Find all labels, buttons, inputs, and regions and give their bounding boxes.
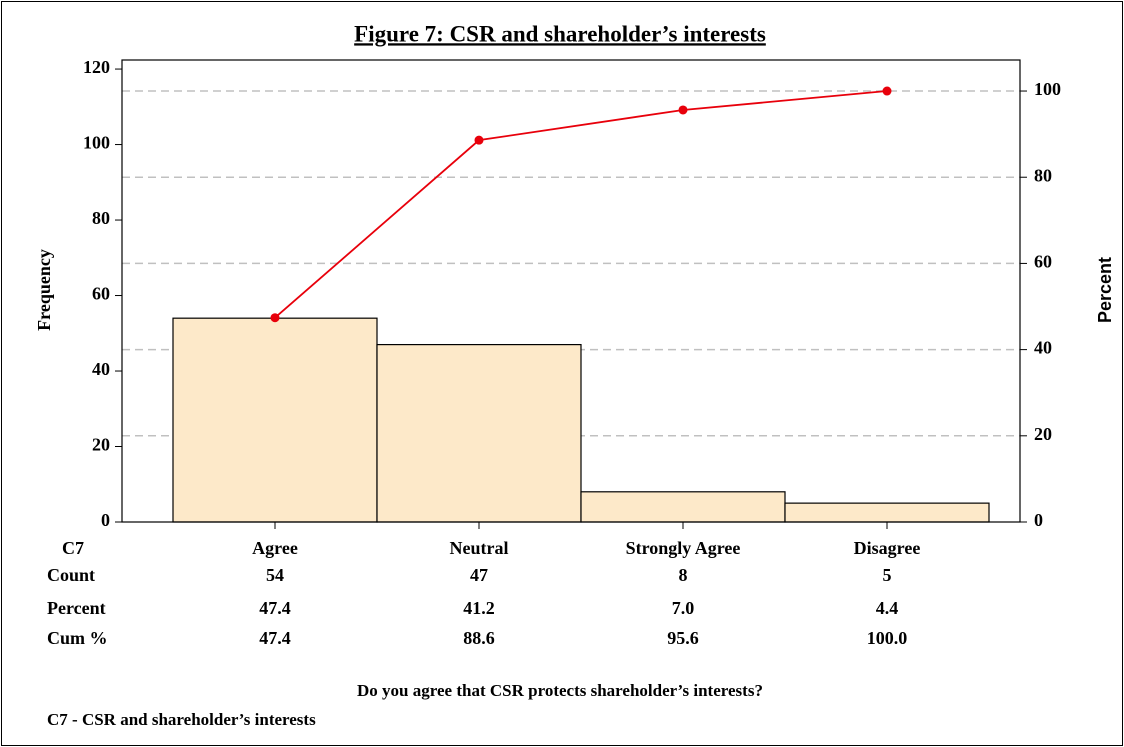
cum-point [474, 135, 484, 145]
bar [376, 343, 582, 523]
y2-tick-label: 80 [1034, 165, 1052, 185]
plot-frame [121, 59, 1021, 523]
cum-point [882, 86, 892, 96]
y-tick-label: 0 [101, 510, 110, 530]
table-row-label: Percent [47, 598, 106, 618]
footnote: C7 - CSR and shareholder’s interests [47, 710, 316, 729]
y-tick-label: 40 [92, 359, 110, 379]
table-cell: 7.0 [672, 598, 695, 618]
chart-title: Figure 7: CSR and shareholder’s interest… [354, 21, 766, 46]
y2-axis-label: Percent [1095, 257, 1115, 323]
table-cell: 8 [679, 565, 688, 585]
table-cell: 47.4 [259, 628, 291, 648]
y-tick-label: 100 [83, 133, 110, 153]
table-row-label: Count [47, 565, 95, 585]
table-cell: 88.6 [463, 628, 495, 648]
bar [172, 317, 378, 523]
x-tick-label: Agree [252, 538, 298, 558]
table-cell: 54 [266, 565, 284, 585]
table-cell: 4.4 [876, 598, 899, 618]
y2-tick-label: 20 [1034, 424, 1052, 444]
table-row-label: Cum % [47, 628, 108, 648]
table-cell: 95.6 [667, 628, 699, 648]
x-tick-label: Disagree [854, 538, 921, 558]
cum-point [678, 105, 688, 115]
y-axis-label: Frequency [34, 249, 54, 331]
cum-point [270, 313, 280, 323]
table-cell: 47.4 [259, 598, 291, 618]
y-tick-label: 120 [83, 57, 110, 77]
cum-line [274, 90, 888, 319]
y2-tick-label: 100 [1034, 79, 1061, 99]
table-cell: 100.0 [867, 628, 908, 648]
x-axis-label: Do you agree that CSR protects sharehold… [357, 681, 763, 700]
bar [784, 502, 990, 523]
x-tick-label: Strongly Agree [626, 538, 741, 558]
y2-tick-label: 60 [1034, 252, 1052, 272]
x-row-label: C7 [62, 538, 84, 558]
y-tick-label: 80 [92, 208, 110, 228]
y2-tick-label: 0 [1034, 510, 1043, 530]
y2-tick-label: 40 [1034, 338, 1052, 358]
y-tick-label: 60 [92, 284, 110, 304]
table-cell: 47 [470, 565, 488, 585]
bar [580, 491, 786, 523]
table-cell: 41.2 [463, 598, 495, 618]
x-tick-label: Neutral [450, 538, 509, 558]
table-cell: 5 [883, 565, 892, 585]
y-tick-label: 20 [92, 435, 110, 455]
